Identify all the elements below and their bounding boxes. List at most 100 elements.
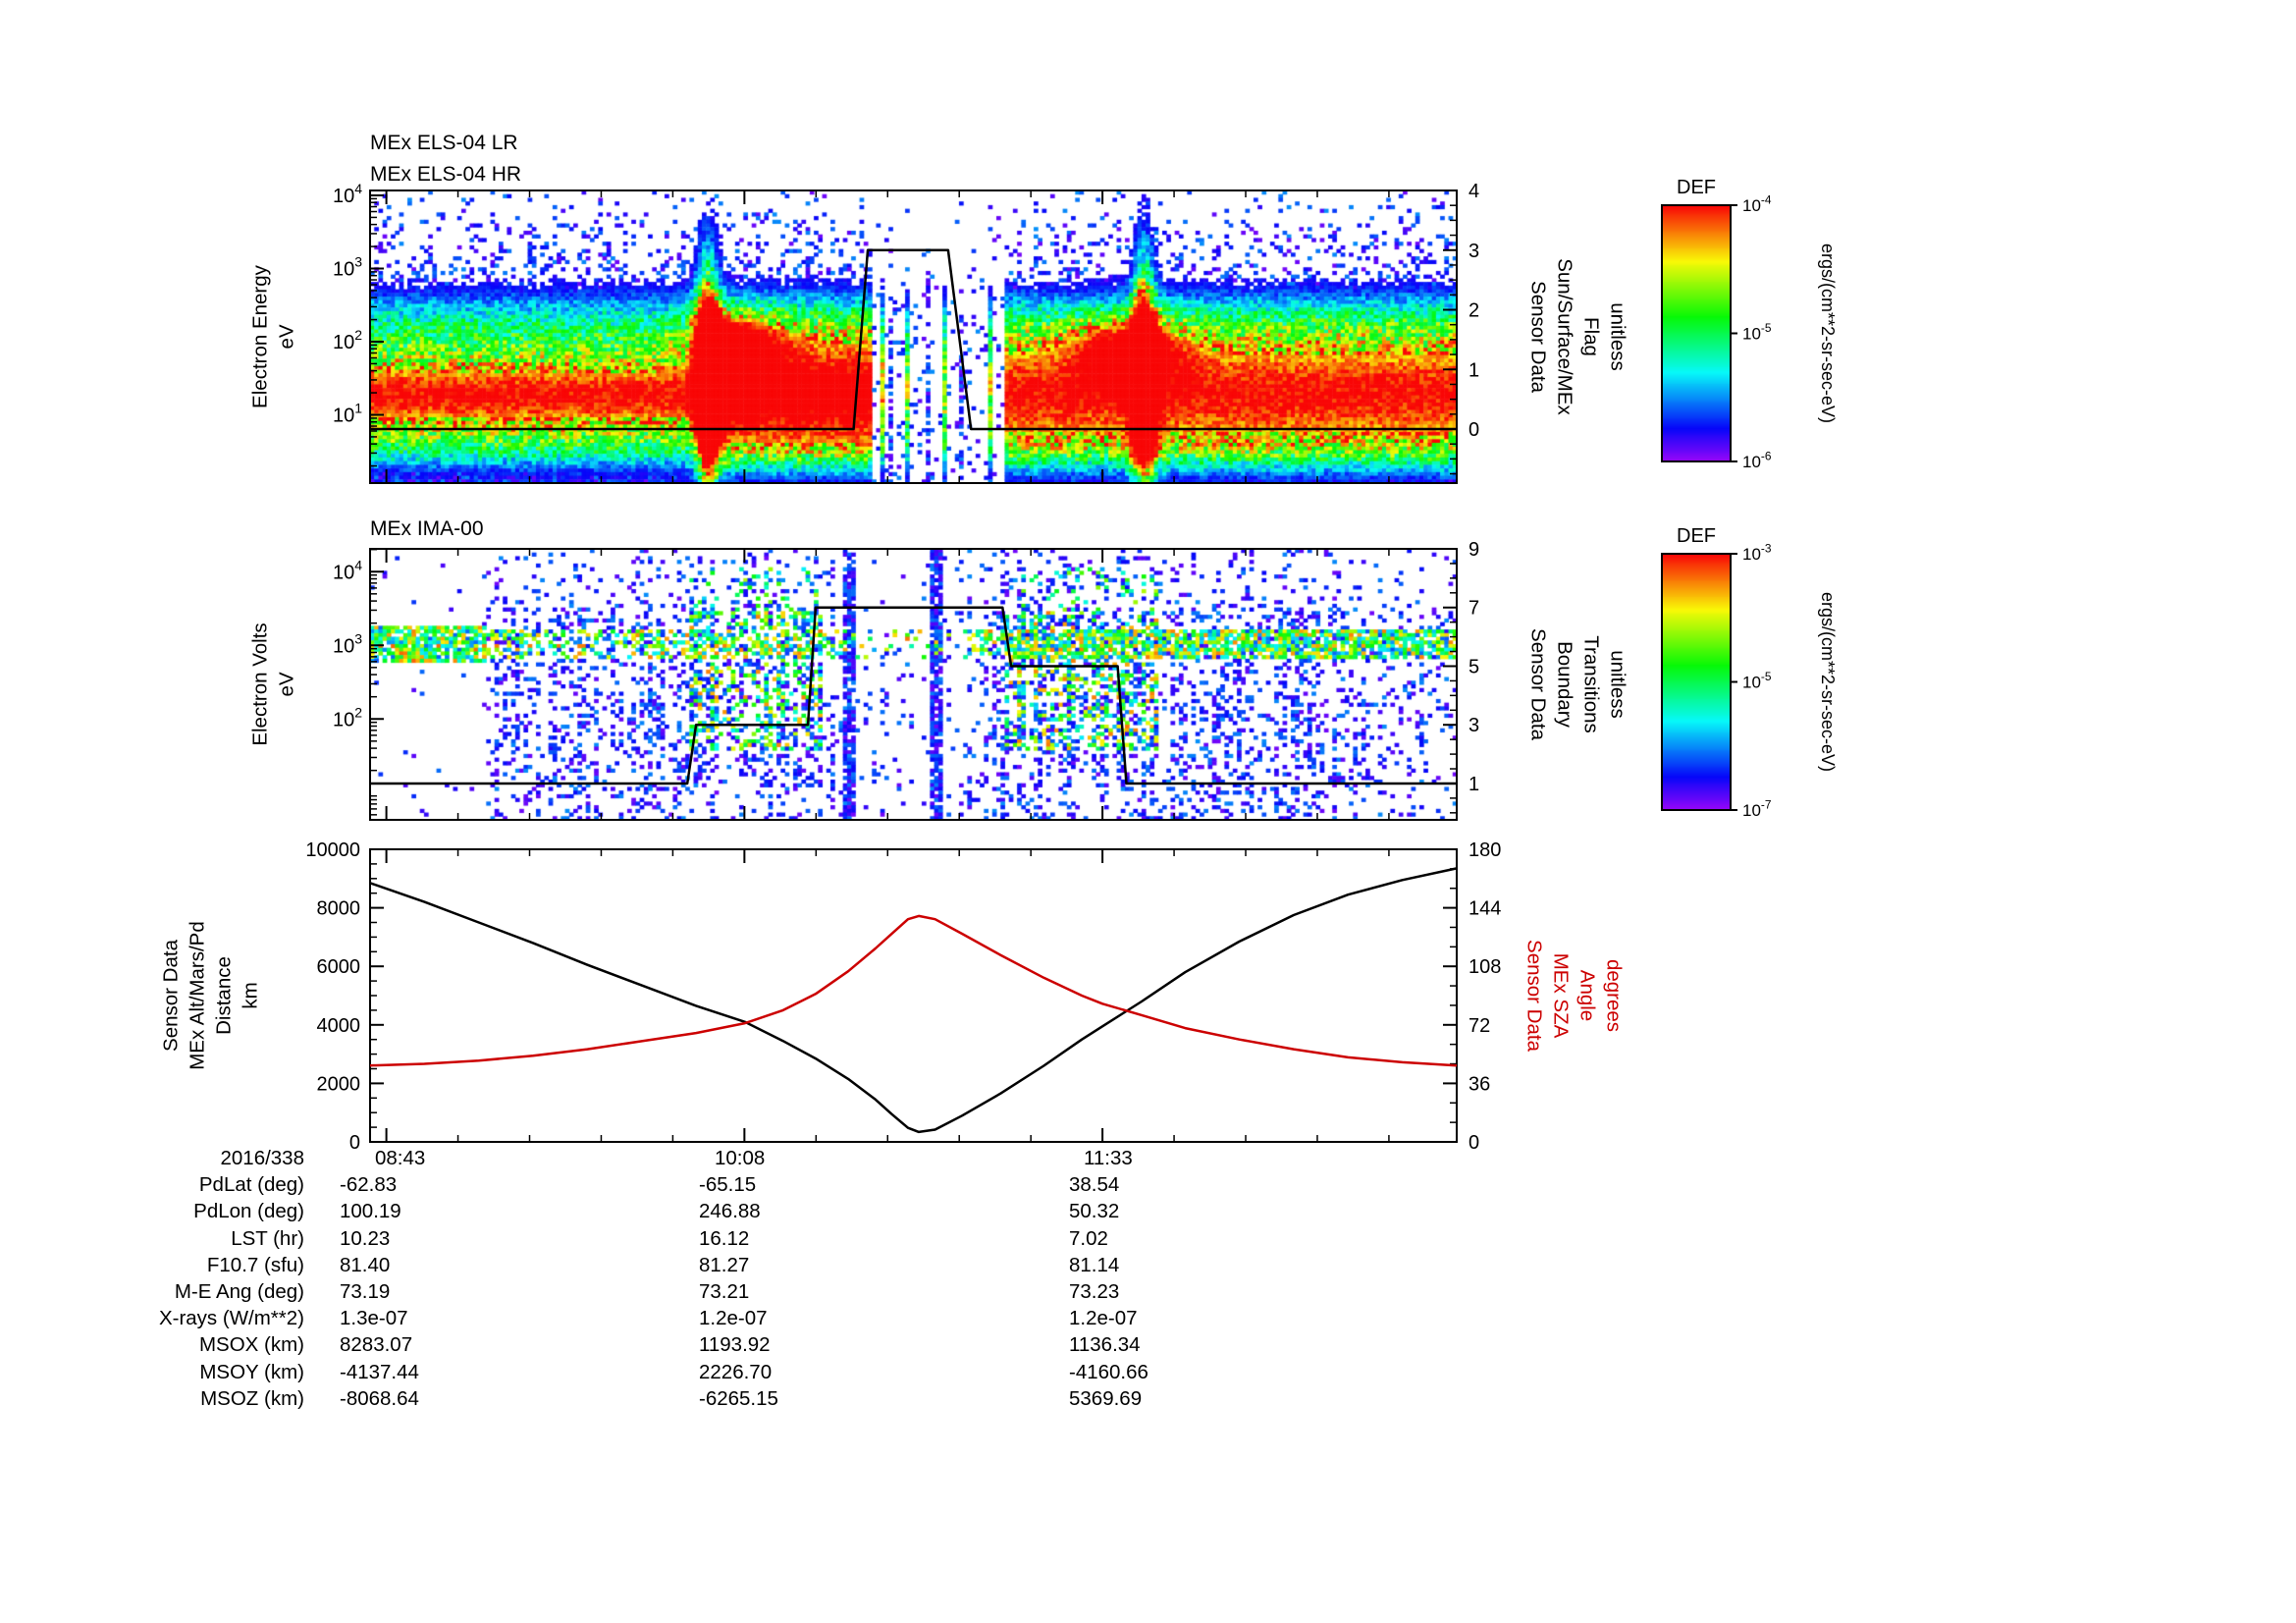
right-tick-label: 4 <box>1468 181 1479 202</box>
right-tick-label: 2 <box>1468 300 1479 322</box>
right-tick-label: 7 <box>1468 598 1479 620</box>
right-tick-label: 0 <box>1468 1132 1479 1154</box>
annotation-row: M-E Ang (deg) 73.19 73.21 73.23 <box>0 1280 1276 1307</box>
els-panel-title-line1: MEx ELS-04 LR <box>370 132 518 154</box>
axis-label-line: Sensor Data <box>1527 628 1550 741</box>
annotation-value: 246.88 <box>699 1200 761 1222</box>
altitude-tick-label: 6000 <box>317 956 361 978</box>
ephemeris-axes: 0 2000 4000 6000 8000 10000 0 36 72 108 144 180 Sens… <box>160 839 1626 1154</box>
right-tick-label: 1 <box>1468 774 1479 795</box>
annotation-value: 1136.34 <box>1069 1333 1141 1356</box>
els-colorbar-gradient <box>1662 205 1731 461</box>
annotation-value: 38.54 <box>1069 1173 1120 1196</box>
axis-label-line: unitless <box>1607 650 1629 719</box>
right-tick-label: 36 <box>1468 1073 1490 1095</box>
annotation-row-label: M-E Ang (deg) <box>174 1280 304 1303</box>
altitude-tick-label: 10000 <box>305 839 360 861</box>
annotation-value: 1.3e-07 <box>340 1307 408 1329</box>
annotation-value: 81.27 <box>699 1254 750 1276</box>
right-tick-label: 1 <box>1468 359 1479 381</box>
axis-label-line: eV <box>276 672 298 696</box>
annotation-value: 8283.07 <box>340 1333 413 1356</box>
annotation-value: 81.14 <box>1069 1254 1120 1276</box>
annotation-value: 10:08 <box>715 1147 766 1169</box>
annotation-row: LST (hr) 10.23 16.12 7.02 <box>0 1227 1276 1254</box>
right-tick-label: 144 <box>1468 898 1501 920</box>
colorbar-title: DEF <box>1677 177 1716 198</box>
axis-label-line: MEx Alt/Mars/Pd <box>187 921 209 1070</box>
axis-label-line: Transitions <box>1580 635 1603 733</box>
annotation-value: -4137.44 <box>340 1361 419 1383</box>
ima-panel-title: MEx IMA-00 <box>370 517 484 540</box>
y-tick-label: 101 <box>333 400 362 426</box>
right-tick-label: 108 <box>1468 956 1501 978</box>
annotation-value: 5369.69 <box>1069 1387 1143 1410</box>
axis-label-line: Sensor Data <box>1523 940 1546 1053</box>
els-panel-title-line2: MEx ELS-04 HR <box>370 163 521 186</box>
annotation-row: MSOX (km) 8283.07 1193.92 1136.34 <box>0 1333 1276 1360</box>
annotation-row: PdLat (deg) -62.83 -65.15 38.54 <box>0 1173 1276 1200</box>
altitude-tick-label: 8000 <box>317 898 361 920</box>
annotation-value: 1.2e-07 <box>699 1307 768 1329</box>
colorbar-unit-label: ergs/(cm**2-sr-sec-eV) <box>1818 243 1838 423</box>
right-tick-label: 9 <box>1468 539 1479 561</box>
colorbar-unit-label: ergs/(cm**2-sr-sec-eV) <box>1818 592 1838 772</box>
annotation-value: 16.12 <box>699 1227 750 1250</box>
annotation-row: MSOY (km) -4137.44 2226.70 -4160.66 <box>0 1361 1276 1387</box>
annotation-row-label: MSOZ (km) <box>200 1387 304 1410</box>
colorbar-tick-label: 10-5 <box>1742 321 1772 344</box>
axis-label-line: Sensor Data <box>1527 281 1550 394</box>
right-tick-label: 3 <box>1468 715 1479 736</box>
axis-label-line: Electron Volts <box>249 622 272 745</box>
axis-label-line: eV <box>276 324 298 349</box>
annotation-value: -4160.66 <box>1069 1361 1148 1383</box>
y-tick-label: 104 <box>333 557 362 583</box>
ima-spectrogram-heatmap <box>370 549 1457 820</box>
annotation-value: 73.19 <box>340 1280 391 1303</box>
annotation-value: 100.19 <box>340 1200 401 1222</box>
annotation-row-label: F10.7 (sfu) <box>206 1254 304 1276</box>
right-tick-label: 3 <box>1468 241 1479 262</box>
annotation-row-label: PdLon (deg) <box>193 1200 304 1222</box>
annotation-value: 11:33 <box>1084 1147 1133 1169</box>
axis-label-line: Flag <box>1580 317 1603 356</box>
annotation-row-label: MSOX (km) <box>198 1333 304 1356</box>
y-tick-label: 104 <box>333 181 362 207</box>
annotation-value: -8068.64 <box>340 1387 419 1410</box>
y-tick-label: 102 <box>333 704 362 730</box>
axis-label-line: Distance <box>213 956 236 1035</box>
annotation-row-label: 2016/338 <box>220 1147 304 1169</box>
annotation-value: 73.21 <box>699 1280 750 1303</box>
axis-label-line: Sun/Surface/MEx <box>1554 258 1576 415</box>
annotation-value: -62.83 <box>340 1173 398 1196</box>
mex-sza-deg-line <box>369 914 1458 1067</box>
annotation-value: 81.40 <box>340 1254 391 1276</box>
annotation-value: 10.23 <box>340 1227 391 1250</box>
annotation-row-label: PdLat (deg) <box>198 1173 304 1196</box>
annotation-row-label: MSOY (km) <box>199 1361 304 1383</box>
axis-label-line: degrees <box>1603 959 1626 1032</box>
altitude-tick-label: 0 <box>349 1132 360 1154</box>
panel-2-frame <box>369 848 1458 1143</box>
right-tick-label: 5 <box>1468 656 1479 677</box>
colorbar-tick-label: 10-6 <box>1742 449 1772 471</box>
axis-label-line: km <box>240 982 262 1008</box>
annotation-row: F10.7 (sfu) 81.40 81.27 81.14 <box>0 1254 1276 1280</box>
annotation-value: 73.23 <box>1069 1280 1120 1303</box>
y-tick-label: 103 <box>333 253 362 280</box>
mex-altitude-km-line <box>369 867 1458 1134</box>
colorbar-tick-label: 10-5 <box>1742 670 1772 692</box>
annotation-row: 2016/338 08:43 10:08 11:33 <box>0 1147 1276 1173</box>
els-spectrogram-heatmap <box>370 190 1457 483</box>
ima-colorbar-gradient <box>1662 554 1731 810</box>
right-tick-label: 72 <box>1468 1015 1490 1037</box>
altitude-tick-label: 4000 <box>317 1015 361 1037</box>
annotation-row-label: X-rays (W/m**2) <box>158 1307 304 1329</box>
right-tick-label: 0 <box>1468 419 1479 441</box>
annotation-value: 50.32 <box>1069 1200 1120 1222</box>
colorbar-tick-label: 10-4 <box>1742 192 1772 215</box>
y-tick-label: 103 <box>333 630 362 657</box>
annotation-row-label: LST (hr) <box>231 1227 304 1250</box>
annotation-value: -6265.15 <box>699 1387 778 1410</box>
